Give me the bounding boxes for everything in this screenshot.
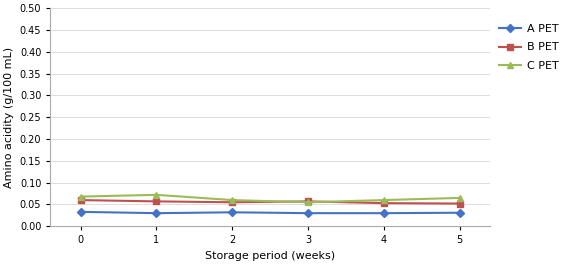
C PET (380, 198, 387, 202)
B PET (304, 200, 311, 203)
A PET (304, 211, 311, 215)
A PET (380, 211, 387, 215)
A PET (229, 211, 236, 214)
A PET (153, 211, 160, 215)
C PET (153, 193, 160, 196)
Line: A PET: A PET (78, 209, 463, 216)
X-axis label: Storage period (weeks): Storage period (weeks) (205, 251, 335, 261)
Y-axis label: Amino acidity (g/100 mL): Amino acidity (g/100 mL) (4, 47, 14, 188)
C PET (229, 198, 236, 202)
B PET (229, 201, 236, 204)
A PET (77, 210, 84, 213)
A PET (456, 211, 463, 214)
B PET (153, 200, 160, 203)
B PET (456, 202, 463, 205)
B PET (77, 198, 84, 202)
C PET (304, 201, 311, 204)
C PET (77, 195, 84, 198)
Line: C PET: C PET (78, 192, 463, 205)
Line: B PET: B PET (78, 197, 463, 206)
B PET (380, 202, 387, 205)
Legend: A PET, B PET, C PET: A PET, B PET, C PET (494, 19, 563, 76)
C PET (456, 196, 463, 200)
